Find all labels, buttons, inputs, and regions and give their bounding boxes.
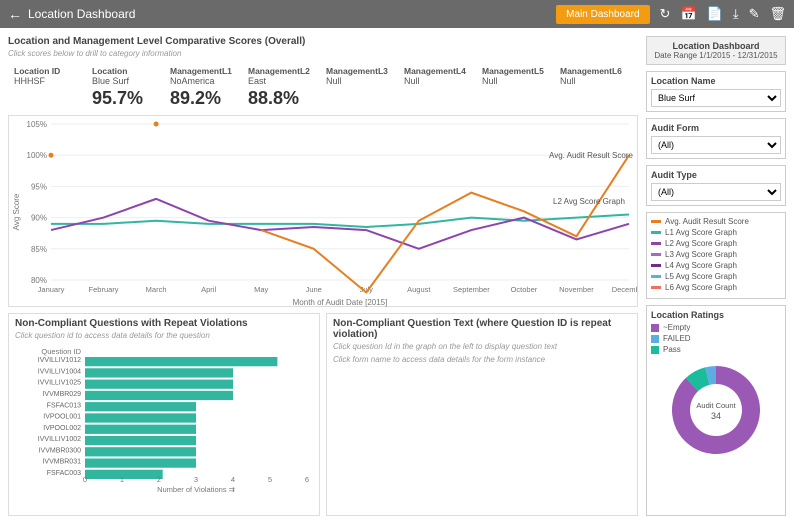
svg-text:5: 5: [268, 475, 272, 484]
svg-text:IVVILLIV1004: IVVILLIV1004: [38, 368, 81, 375]
textpanel-sub2: Click form name to access data details f…: [333, 355, 631, 364]
form-filter: Audit Form (All): [646, 118, 786, 159]
svg-text:IVPOOL002: IVPOOL002: [43, 425, 81, 432]
svg-text:Avg. Audit Result Score: Avg. Audit Result Score: [549, 151, 633, 160]
svg-text:FSFAC003: FSFAC003: [47, 470, 81, 477]
score-col[interactable]: Location IDHHHSF: [14, 66, 80, 109]
svg-text:6: 6: [305, 475, 309, 484]
score-col[interactable]: ManagementL6Null: [560, 66, 626, 109]
scores-header: Location and Management Level Comparativ…: [8, 36, 638, 109]
svg-text:Number of Violations ⇉: Number of Violations ⇉: [157, 485, 236, 494]
type-filter: Audit Type (All): [646, 165, 786, 206]
side-header-title: Location Dashboard: [651, 41, 781, 51]
type-label: Audit Type: [651, 170, 781, 180]
svg-text:100%: 100%: [27, 151, 47, 160]
ratings-title: Location Ratings: [651, 310, 781, 320]
svg-text:IVVMBR031: IVVMBR031: [42, 459, 81, 466]
svg-text:0: 0: [83, 475, 87, 484]
svg-text:Question ID: Question ID: [41, 347, 81, 356]
ratings-legend-item[interactable]: FAILED: [651, 334, 781, 343]
main-dashboard-button[interactable]: Main Dashboard: [556, 5, 649, 24]
svg-text:Avg Score: Avg Score: [12, 193, 21, 230]
export-icon[interactable]: 📄: [707, 6, 723, 22]
legend-item[interactable]: L3 Avg Score Graph: [651, 250, 781, 259]
location-label: Location Name: [651, 76, 781, 86]
svg-text:June: June: [306, 285, 322, 294]
series-legend: Avg. Audit Result Score L1 Avg Score Grap…: [646, 212, 786, 299]
legend-item[interactable]: L1 Avg Score Graph: [651, 228, 781, 237]
bar-chart[interactable]: Question IDIVVILLIV1012 IVVILLIV1004 IVVIL…: [15, 344, 313, 494]
textpanel-sub: Click question Id in the graph on the le…: [333, 342, 631, 351]
svg-text:IVVMBR0300: IVVMBR0300: [39, 447, 82, 454]
svg-text:IVVMBR029: IVVMBR029: [42, 391, 81, 398]
svg-text:3: 3: [194, 475, 198, 484]
svg-text:Month of Audit Date [2015]: Month of Audit Date [2015]: [293, 298, 388, 307]
bar-title: Non-Compliant Questions with Repeat Viol…: [15, 318, 313, 329]
location-filter: Location Name Blue Surf: [646, 71, 786, 112]
bar-panel: Non-Compliant Questions with Repeat Viol…: [8, 313, 320, 516]
delete-icon[interactable]: 🗑: [769, 6, 786, 22]
bar-sub: Click question id to access data details…: [15, 331, 313, 340]
svg-text:Audit Count: Audit Count: [696, 401, 736, 410]
svg-text:1: 1: [120, 475, 124, 484]
score-col[interactable]: ManagementL3Null: [326, 66, 392, 109]
svg-text:80%: 80%: [31, 276, 47, 285]
text-panel: Non-Compliant Question Text (where Quest…: [326, 313, 638, 516]
svg-text:85%: 85%: [31, 245, 47, 254]
svg-text:FSFAC013: FSFAC013: [47, 402, 81, 409]
form-select[interactable]: (All): [651, 136, 781, 154]
donut-chart[interactable]: Audit Count34: [666, 360, 766, 460]
ratings-legend-item[interactable]: Pass: [651, 345, 781, 354]
legend-item[interactable]: L4 Avg Score Graph: [651, 261, 781, 270]
ratings-panel: Location Ratings ~Empty FAILED Pass Audit …: [646, 305, 786, 516]
legend-item[interactable]: L6 Avg Score Graph: [651, 283, 781, 292]
back-icon[interactable]: ←: [8, 6, 22, 22]
legend-item[interactable]: Avg. Audit Result Score: [651, 217, 781, 226]
refresh-icon[interactable]: ↻: [660, 6, 671, 22]
score-col[interactable]: LocationBlue Surf95.7%: [92, 66, 158, 109]
svg-text:105%: 105%: [27, 120, 47, 129]
svg-text:January: January: [38, 285, 65, 294]
svg-text:90%: 90%: [31, 214, 47, 223]
svg-text:April: April: [201, 285, 216, 294]
svg-text:December: December: [612, 285, 637, 294]
svg-text:2: 2: [157, 475, 161, 484]
score-col[interactable]: ManagementL5Null: [482, 66, 548, 109]
svg-text:February: February: [89, 285, 119, 294]
side-header: Location Dashboard Date Range 1/1/2015 -…: [646, 36, 786, 65]
edit-icon[interactable]: ✎: [749, 6, 760, 22]
svg-text:August: August: [407, 285, 431, 294]
svg-text:IVVILLIV1025: IVVILLIV1025: [38, 380, 81, 387]
ratings-legend-item[interactable]: ~Empty: [651, 323, 781, 332]
location-select[interactable]: Blue Surf: [651, 89, 781, 107]
calendar-icon[interactable]: 📅: [680, 6, 696, 22]
svg-text:September: September: [453, 285, 490, 294]
top-bar: ← Location Dashboard Main Dashboard ↻ 📅 …: [0, 0, 794, 28]
form-label: Audit Form: [651, 123, 781, 133]
score-col[interactable]: ManagementL1NoAmerica89.2%: [170, 66, 236, 109]
page-title: Location Dashboard: [28, 7, 135, 21]
scores-title: Location and Management Level Comparativ…: [8, 36, 638, 47]
svg-text:March: March: [146, 285, 167, 294]
svg-text:IVVILLIV1002: IVVILLIV1002: [38, 436, 81, 443]
svg-text:95%: 95%: [31, 182, 47, 191]
textpanel-title: Non-Compliant Question Text (where Quest…: [333, 318, 631, 340]
score-col[interactable]: ManagementL2East88.8%: [248, 66, 314, 109]
type-select[interactable]: (All): [651, 183, 781, 201]
svg-text:IVVILLIV1012: IVVILLIV1012: [38, 357, 81, 364]
svg-text:May: May: [254, 285, 268, 294]
svg-text:L2 Avg Score Graph: L2 Avg Score Graph: [553, 197, 625, 206]
svg-text:November: November: [559, 285, 594, 294]
legend-item[interactable]: L5 Avg Score Graph: [651, 272, 781, 281]
svg-text:IVPOOL001: IVPOOL001: [43, 414, 81, 421]
side-header-range: Date Range 1/1/2015 - 12/31/2015: [651, 51, 781, 60]
score-col[interactable]: ManagementL4Null: [404, 66, 470, 109]
download-icon[interactable]: ⤓: [733, 6, 739, 22]
svg-text:34: 34: [711, 411, 721, 421]
line-chart[interactable]: 80% 85% 90% 95% 100% 105% Avg Score January Febr…: [8, 115, 638, 307]
scores-sub: Click scores below to drill to category …: [8, 49, 638, 58]
legend-item[interactable]: L2 Avg Score Graph: [651, 239, 781, 248]
svg-text:4: 4: [231, 475, 235, 484]
svg-text:October: October: [511, 285, 538, 294]
